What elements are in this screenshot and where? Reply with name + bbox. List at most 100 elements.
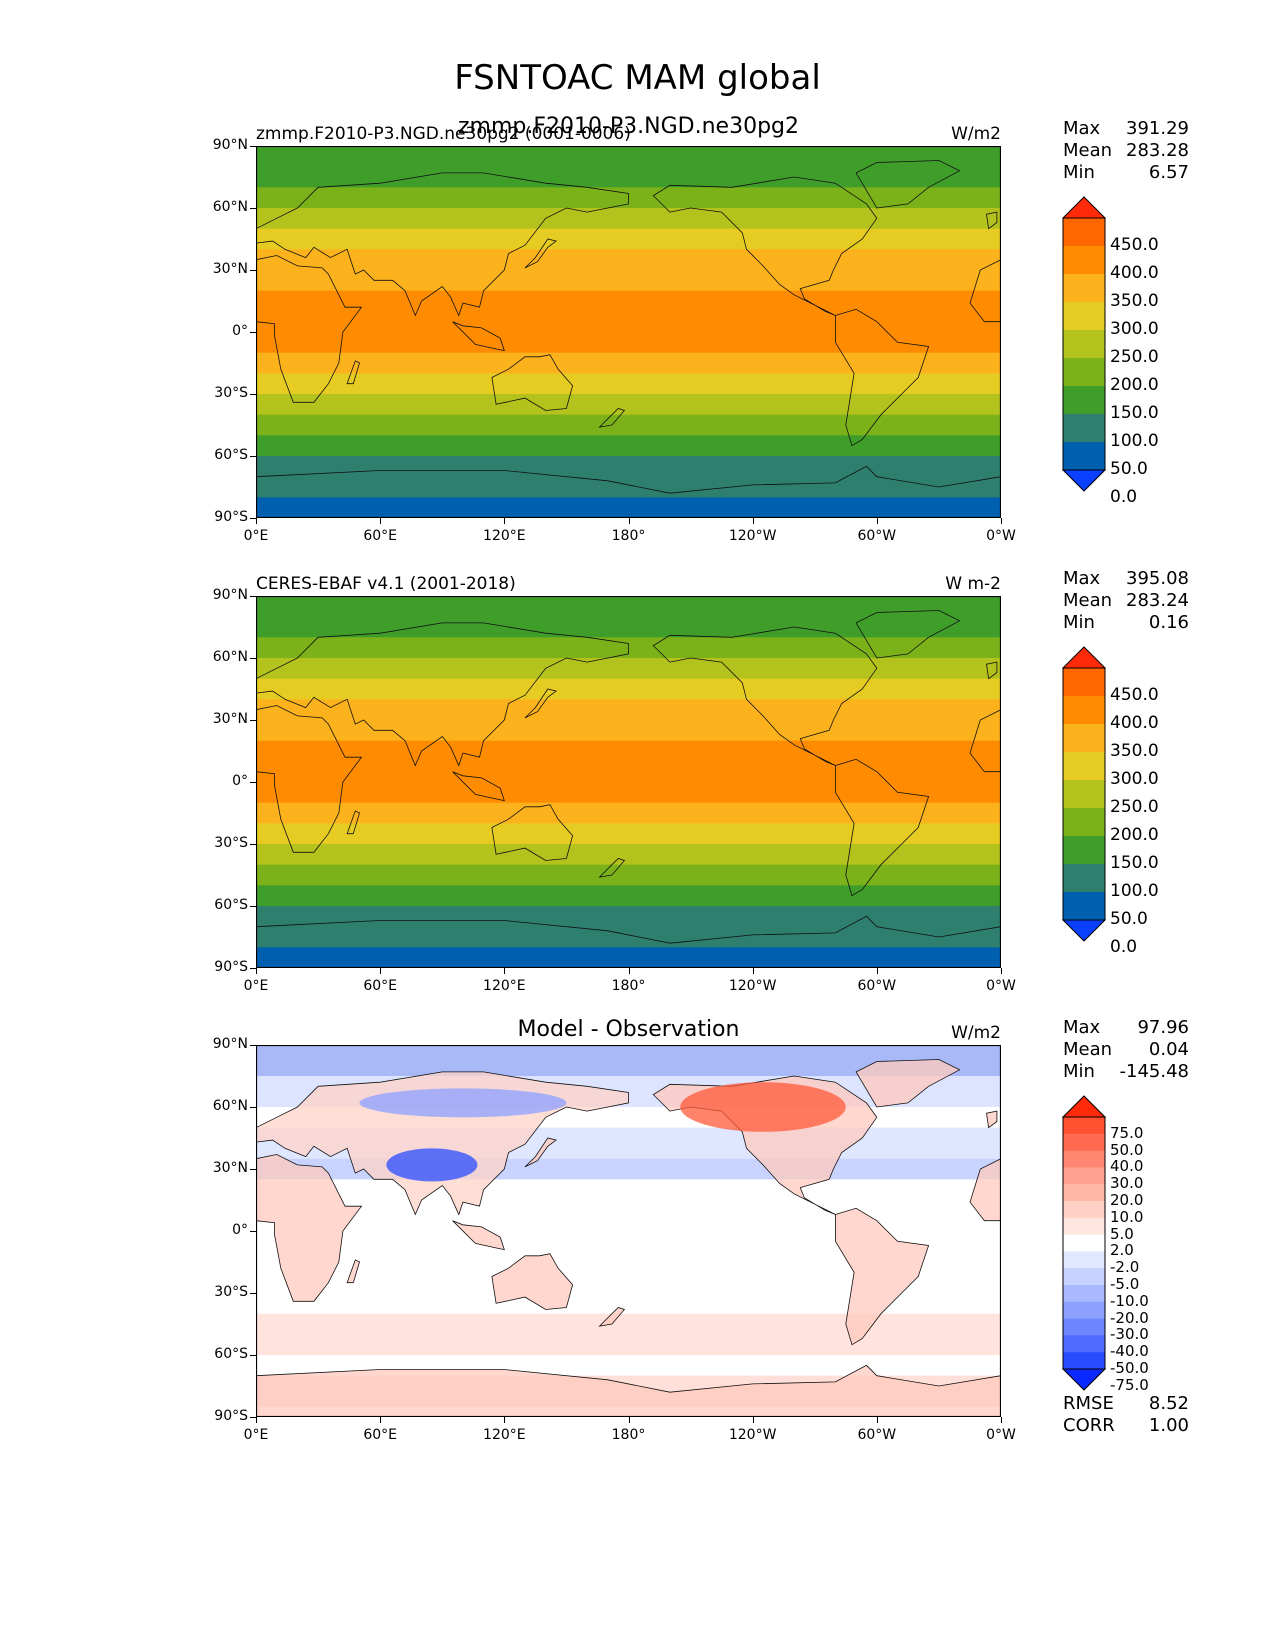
zonal-band [256,456,1001,478]
coastline [256,172,629,317]
colorbar-segment [1063,302,1105,331]
colorbar-segment [1063,442,1105,471]
y-tick-mark [250,658,256,659]
colorbar-tick-label: 400.0 [1110,713,1159,733]
coastline [346,1259,360,1284]
stat-value: 0.04 [1148,1039,1189,1060]
coastline [256,465,1001,518]
zonal-band [256,352,1001,374]
panel-left-title: CERES-EBAF v4.1 (2001-2018) [256,574,516,594]
colorbar-tick-label: 300.0 [1110,319,1159,339]
colorbar-outline [1062,1116,1106,1370]
coastline [598,1307,626,1327]
zonal-band [256,678,1001,700]
colorbar-segment [1063,724,1105,753]
y-tick-mark [250,146,256,147]
stat-label: Mean [1063,590,1113,611]
x-tick-label: 60°E [363,978,397,994]
colorbar-tick-label: 150.0 [1110,853,1159,873]
zonal-band [256,947,1001,968]
coastline [524,688,558,719]
x-tick-mark [1001,1417,1002,1423]
y-tick-mark [250,456,256,457]
units-label: W m-2 [945,574,1001,594]
coastline [969,259,1001,323]
zonal-band [256,146,1001,168]
y-tick-mark [250,208,256,209]
anomaly-region [359,1088,567,1118]
stat-value: 1.00 [1148,1415,1189,1436]
map-svg [256,146,1001,518]
x-tick-label: 180° [611,1427,646,1443]
y-tick-label: 30°S [214,835,248,851]
stat-label: Min [1063,162,1095,183]
zonal-band [256,166,1001,188]
x-tick-mark [256,1417,257,1423]
figure-title: FSNTOAC MAM global [454,58,821,98]
zonal-band [256,497,1001,518]
coastline [452,771,505,802]
colorbar-segment [1063,808,1105,837]
colorbar-tick-label: 350.0 [1110,741,1159,761]
x-tick-label: 60°W [857,978,897,994]
coastline [256,622,629,767]
colorbar-segment [1063,1201,1105,1219]
y-tick-mark [250,394,256,395]
coastline [855,1059,961,1108]
y-tick-mark [250,782,256,783]
y-tick-mark [250,518,256,519]
y-tick-mark [250,1107,256,1108]
difference-band [256,1313,1001,1355]
x-tick-mark [256,518,257,524]
stat-label: Max [1063,118,1101,139]
y-tick-label: 30°N [212,1160,248,1176]
x-tick-label: 0°E [243,1427,269,1443]
y-tick-label: 30°S [214,385,248,401]
colorbar-extend-min [1061,919,1107,942]
y-tick-label: 30°S [214,1284,248,1300]
colorbar-segment [1063,386,1105,415]
colorbar-segment [1063,274,1105,303]
colorbar-segment [1063,668,1105,697]
zonal-band [256,658,1001,680]
panel-center-title: zmmp.F2010-P3.NGD.ne30pg2 [457,114,800,139]
map-panel-3: Model - Observation W/m2 90°N 60°N 30°N 0° 30°… [0,1017,1275,1487]
zonal-band [256,373,1001,395]
map-plot [256,1045,1001,1417]
zonal-band [256,906,1001,928]
x-tick-mark [504,518,506,524]
colorbar-extend-min [1061,469,1107,492]
coastline [452,1220,505,1251]
colorbar-segment [1063,752,1105,781]
colorbar-segment [1063,1184,1105,1202]
colorbar-tick-label: -10.0 [1110,1291,1149,1310]
colorbar-tick-label: -2.0 [1110,1258,1140,1277]
colorbar-tick-label: 200.0 [1110,825,1159,845]
coastline [256,1364,1001,1417]
colorbar-tick-label: 30.0 [1110,1174,1144,1193]
x-tick-mark [752,518,754,524]
zonal-band [256,761,1001,783]
coastline [491,804,574,861]
y-tick-label: 90°N [212,137,248,153]
units-label: W/m2 [951,124,1001,144]
colorbar-tick-label: 10.0 [1110,1207,1144,1226]
y-tick-label: 60°S [214,447,248,463]
x-tick-mark [628,1417,630,1423]
colorbar-segment [1063,696,1105,725]
zonal-band [256,394,1001,416]
x-tick-mark [752,1417,754,1423]
colorbar [1061,1095,1107,1391]
colorbar-segment [1063,1352,1105,1370]
colorbar-tick-label: 450.0 [1110,685,1159,705]
units-label: W/m2 [951,1023,1001,1043]
colorbar-tick-label: 100.0 [1110,881,1159,901]
zonal-band [256,332,1001,354]
coastline [256,1154,363,1302]
x-tick-label: 120°W [728,1427,777,1443]
x-tick-label: 120°W [728,528,777,544]
colorbar-segment [1063,1234,1105,1252]
y-tick-mark [250,1231,256,1232]
colorbar-tick-label: 0.0 [1110,937,1138,957]
map-panel-2: CERES-EBAF v4.1 (2001-2018) W m-2 90°N 60°N… [0,568,1275,1038]
